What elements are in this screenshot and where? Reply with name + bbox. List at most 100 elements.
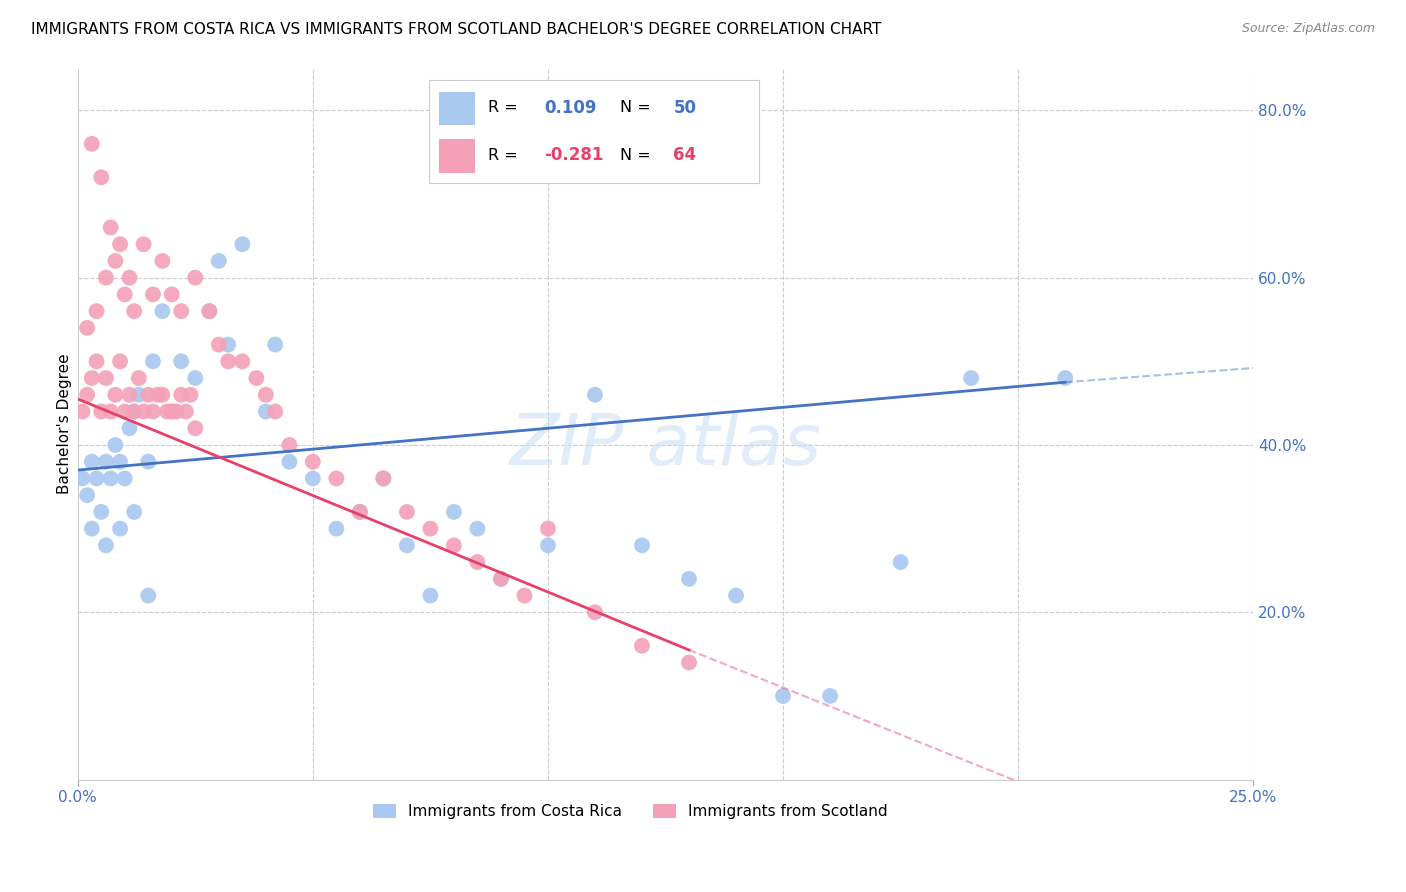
Point	[170, 304, 193, 318]
Point	[104, 388, 127, 402]
Point	[156, 404, 179, 418]
Point	[373, 471, 395, 485]
Point	[325, 522, 347, 536]
Point	[160, 287, 183, 301]
Point	[76, 488, 98, 502]
Point	[94, 455, 117, 469]
Point	[467, 555, 489, 569]
Point	[142, 287, 165, 301]
Point	[150, 254, 173, 268]
Point	[631, 538, 654, 552]
Point	[80, 371, 103, 385]
Point	[100, 471, 122, 485]
Point	[217, 354, 239, 368]
FancyBboxPatch shape	[439, 139, 475, 173]
Point	[80, 136, 103, 151]
Point	[86, 354, 108, 368]
Point	[583, 605, 606, 619]
Point	[146, 388, 169, 402]
Point	[254, 388, 277, 402]
Point	[678, 656, 700, 670]
Point	[108, 354, 131, 368]
Point	[118, 270, 141, 285]
Point	[170, 354, 193, 368]
Point	[166, 404, 188, 418]
Point	[118, 388, 141, 402]
Point	[108, 522, 131, 536]
Point	[122, 404, 145, 418]
Point	[245, 371, 267, 385]
Point	[184, 421, 207, 435]
Legend: Immigrants from Costa Rica, Immigrants from Scotland: Immigrants from Costa Rica, Immigrants f…	[367, 798, 894, 825]
Point	[678, 572, 700, 586]
Point	[94, 371, 117, 385]
Point	[132, 404, 155, 418]
Point	[537, 538, 560, 552]
Point	[325, 471, 347, 485]
Point	[104, 438, 127, 452]
Point	[86, 304, 108, 318]
Text: -0.281: -0.281	[544, 146, 603, 164]
Point	[174, 404, 197, 418]
Point	[264, 337, 287, 351]
Point	[100, 220, 122, 235]
Point	[76, 388, 98, 402]
Point	[231, 237, 253, 252]
Point	[960, 371, 983, 385]
Point	[443, 505, 465, 519]
Point	[208, 337, 231, 351]
Point	[184, 371, 207, 385]
Text: N =: N =	[620, 148, 657, 162]
Text: R =: R =	[488, 101, 523, 115]
Point	[184, 270, 207, 285]
Point	[150, 388, 173, 402]
Text: N =: N =	[620, 101, 657, 115]
Point	[122, 404, 145, 418]
Point	[264, 404, 287, 418]
Point	[136, 589, 159, 603]
Point	[631, 639, 654, 653]
Point	[489, 572, 512, 586]
Text: ZIP atlas: ZIP atlas	[509, 411, 821, 480]
Point	[231, 354, 253, 368]
Point	[890, 555, 912, 569]
Point	[395, 538, 418, 552]
Point	[349, 505, 371, 519]
Point	[583, 388, 606, 402]
Point	[349, 505, 371, 519]
Point	[818, 689, 841, 703]
Point	[150, 304, 173, 318]
Point	[160, 404, 183, 418]
Point	[108, 237, 131, 252]
Point	[772, 689, 794, 703]
Point	[419, 522, 441, 536]
Text: 0.109: 0.109	[544, 99, 598, 117]
Text: IMMIGRANTS FROM COSTA RICA VS IMMIGRANTS FROM SCOTLAND BACHELOR'S DEGREE CORRELA: IMMIGRANTS FROM COSTA RICA VS IMMIGRANTS…	[31, 22, 882, 37]
Point	[90, 505, 112, 519]
Point	[1054, 371, 1077, 385]
Point	[467, 522, 489, 536]
Point	[76, 321, 98, 335]
Point	[278, 455, 301, 469]
Point	[537, 522, 560, 536]
Point	[80, 522, 103, 536]
Point	[108, 455, 131, 469]
Point	[198, 304, 221, 318]
Point	[104, 254, 127, 268]
Point	[86, 471, 108, 485]
Point	[128, 388, 150, 402]
FancyBboxPatch shape	[439, 92, 475, 126]
Point	[489, 572, 512, 586]
Point	[142, 354, 165, 368]
Point	[114, 471, 136, 485]
Point	[278, 438, 301, 452]
Point	[114, 287, 136, 301]
Point	[128, 371, 150, 385]
Point	[302, 471, 325, 485]
Point	[100, 404, 122, 418]
Point	[122, 505, 145, 519]
Point	[72, 471, 94, 485]
Point	[395, 505, 418, 519]
Text: 64: 64	[673, 146, 696, 164]
Text: Source: ZipAtlas.com: Source: ZipAtlas.com	[1241, 22, 1375, 36]
